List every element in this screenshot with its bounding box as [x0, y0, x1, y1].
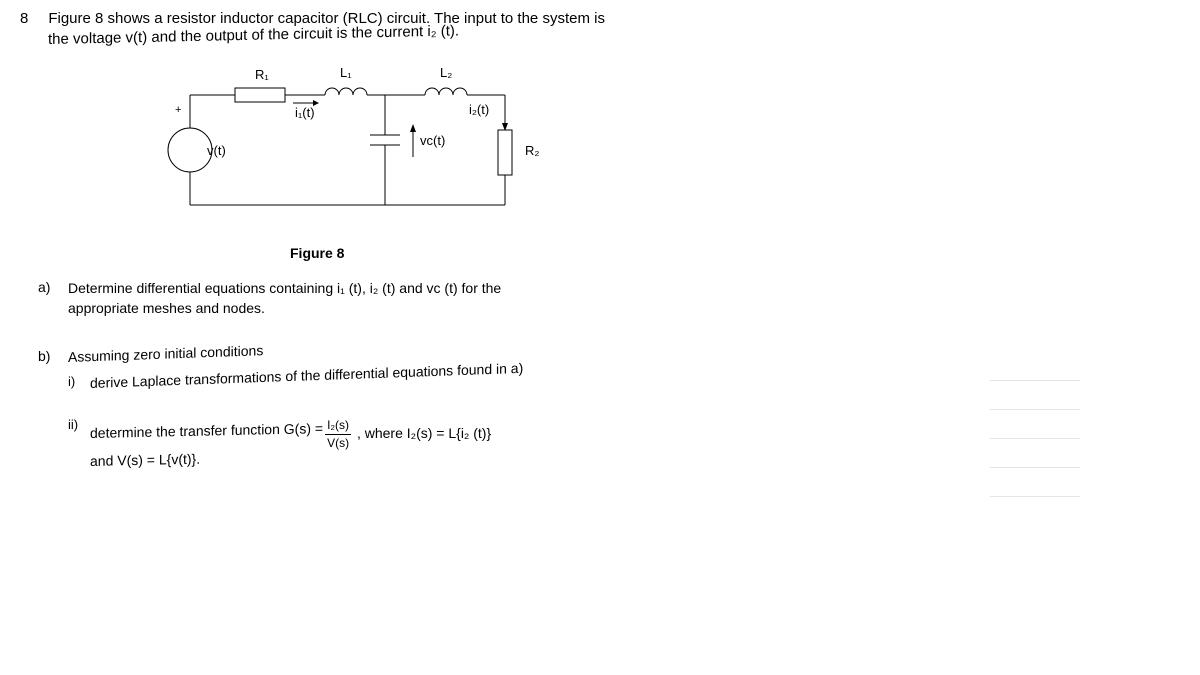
- part-a-label: a): [38, 279, 68, 295]
- label-vt: v(t): [207, 143, 226, 158]
- writing-line: [990, 467, 1080, 468]
- pa-line1: Determine differential equations contain…: [68, 280, 501, 296]
- figure-caption: Figure 8: [290, 245, 1180, 261]
- part-b-intro: Assuming zero initial conditions: [68, 348, 263, 368]
- part-b-label: b): [38, 348, 68, 364]
- question-number: 8: [20, 8, 28, 27]
- label-r1: R₁: [255, 67, 269, 82]
- writing-line: [990, 496, 1080, 497]
- sbii-line2: and V(s) = L{v(t)}.: [90, 450, 200, 472]
- pa-line2: appropriate meshes and nodes.: [68, 300, 265, 316]
- label-r2: R₂: [525, 143, 539, 158]
- sbii-before: determine the transfer function G(s) =: [90, 419, 323, 443]
- frac-num: I₂(s): [325, 417, 351, 435]
- subpart-i-text: derive Laplace transformations of the di…: [90, 374, 523, 394]
- part-a-text: Determine differential equations contain…: [68, 279, 501, 318]
- writing-line: [990, 380, 1080, 381]
- label-i2: i₂(t): [469, 102, 489, 117]
- sbii-after: , where I₂(s) = L{i₂ (t)}: [353, 425, 491, 441]
- label-l2: L₂: [440, 65, 452, 80]
- label-l1: L₁: [340, 65, 352, 80]
- writing-line: [990, 409, 1080, 410]
- part-a: a) Determine differential equations cont…: [38, 279, 1180, 318]
- frac-den: V(s): [325, 435, 351, 452]
- label-plus: +: [175, 104, 181, 116]
- subpart-ii-text: determine the transfer function G(s) = I…: [90, 417, 491, 471]
- writing-line: [990, 438, 1080, 439]
- part-b: b) Assuming zero initial conditions: [38, 348, 1180, 368]
- pb-intro: Assuming zero initial conditions: [68, 341, 263, 367]
- question-header: 8 Figure 8 shows a resistor inductor cap…: [20, 8, 1180, 50]
- label-vc: vc(t): [420, 133, 445, 148]
- circuit-diagram: R₁ L₁ L₂ R₂ i₁(t) i₂(t) vc(t) v(t) +: [145, 65, 565, 225]
- label-i1: i₁(t): [295, 105, 315, 120]
- question-text: Figure 8 shows a resistor inductor capac…: [48, 8, 605, 50]
- subpart-ii-label: ii): [68, 417, 90, 432]
- transfer-fraction: I₂(s)V(s): [325, 417, 351, 452]
- answer-lines: [990, 380, 1080, 525]
- subpart-i-label: i): [68, 374, 90, 389]
